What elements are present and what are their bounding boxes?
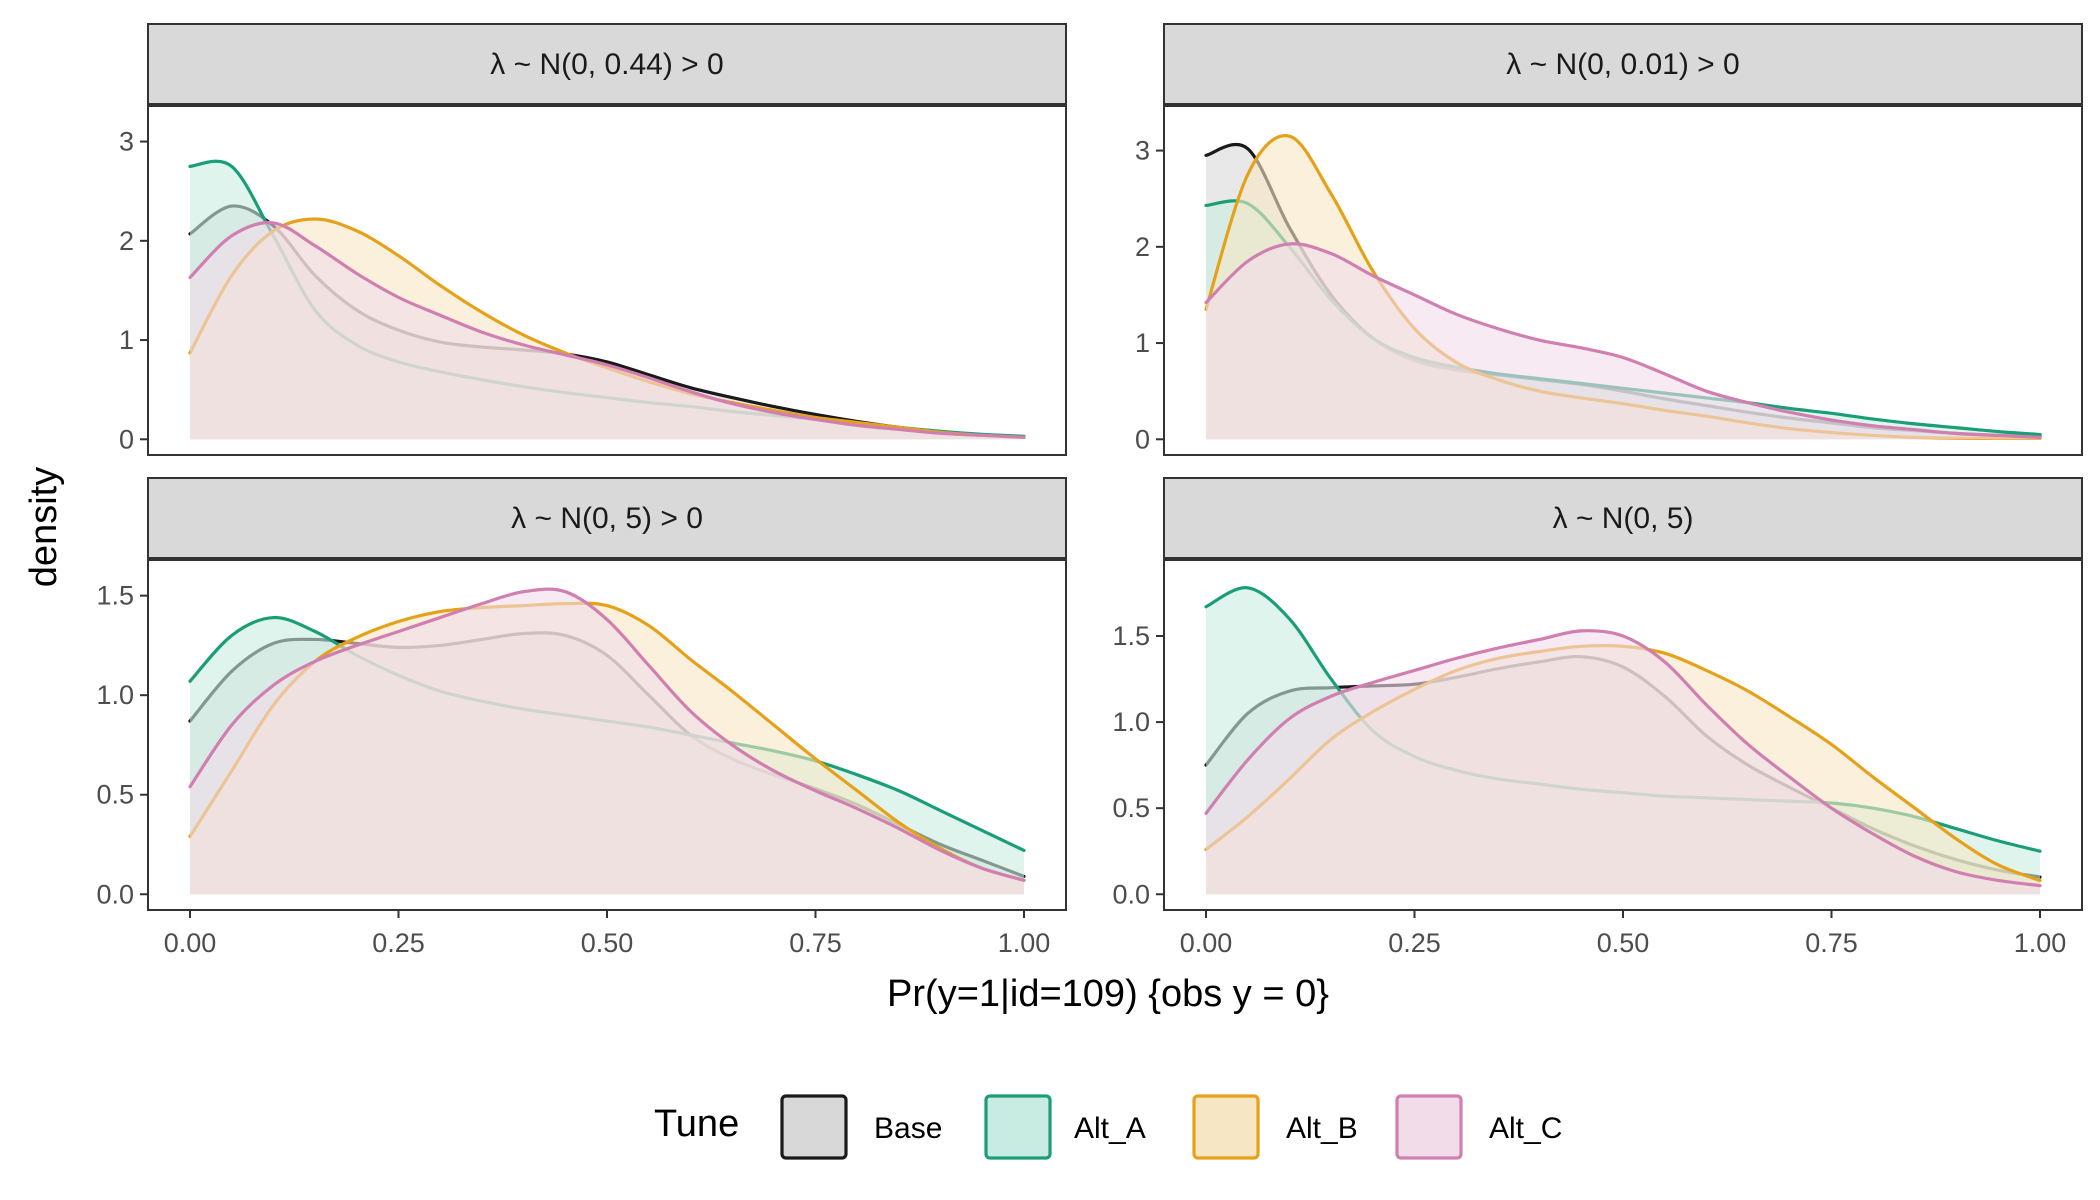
panel-border: [147, 105, 1067, 456]
x-tick-label: 0.75: [1805, 928, 1858, 958]
facet-strip-title: λ ~ N(0, 0.01) > 0: [1506, 48, 1739, 81]
density-line-alt-c: [188, 221, 1026, 439]
y-tick-label: 0: [119, 424, 134, 454]
density-line-alt-c: [188, 587, 1026, 882]
y-tick-label: 1.0: [1112, 707, 1150, 737]
y-tick-label: 1.5: [1112, 621, 1150, 651]
y-tick-label: 1.0: [96, 680, 134, 710]
legend-key-alt-b: [1192, 1094, 1260, 1160]
density-area-alt-c: [190, 222, 1024, 440]
facet-strip: [1163, 23, 2083, 105]
legend-key-alt-a: [984, 1094, 1052, 1160]
legend-label-base: Base: [874, 1112, 942, 1145]
x-tick-label: 0.00: [164, 928, 217, 958]
density-area-alt-c: [190, 589, 1024, 895]
legend-label-alt-a: Alt_A: [1074, 1112, 1146, 1145]
legend-item-alt-a: Alt_A: [984, 1094, 1146, 1160]
legend: Tune Base Alt_A Alt_B Alt_C: [654, 1094, 1562, 1160]
y-tick-label: 3: [1135, 136, 1150, 166]
legend-label-alt-b: Alt_B: [1286, 1112, 1358, 1145]
x-tick-label: 0.50: [1597, 928, 1650, 958]
y-tick-label: 3: [119, 127, 134, 157]
y-axis-title: density: [23, 467, 65, 587]
facet-strip-title: λ ~ N(0, 5): [1553, 502, 1694, 535]
y-tick-label: 0.0: [1112, 879, 1150, 909]
x-axis-title: Pr(y=1|id=109) {obs y = 0}: [887, 973, 1329, 1015]
facet-panel-4: λ ~ N(0, 5) 0.0 0.5 1.0 1.5 0.00 0.25 0.50 0.75 1…: [1112, 477, 2083, 958]
y-tick-label: 1.5: [96, 581, 134, 611]
legend-item-alt-b: Alt_B: [1192, 1094, 1358, 1160]
facet-strip-title: λ ~ N(0, 0.44) > 0: [490, 48, 723, 81]
y-tick-label: 2: [1135, 232, 1150, 262]
legend-label-alt-c: Alt_C: [1489, 1112, 1562, 1145]
panel-border: [1163, 105, 2083, 456]
density-line-alt-c: [1204, 242, 2042, 439]
x-tick-label: 0.25: [1388, 928, 1441, 958]
x-tick-label: 1.00: [2014, 928, 2067, 958]
density-area-alt-c: [1206, 243, 2040, 440]
y-tick-label: 1: [1135, 328, 1150, 358]
x-tick-label: 0.75: [789, 928, 842, 958]
y-tick-label: 0.0: [96, 879, 134, 909]
y-tick-label: 0.5: [96, 780, 134, 810]
density-line-alt-c: [1204, 629, 2042, 888]
y-tick-label: 2: [119, 226, 134, 256]
x-tick-label: 0.25: [372, 928, 425, 958]
y-tick-label: 1: [119, 325, 134, 355]
y-tick-label: 0.5: [1112, 793, 1150, 823]
facet-panel-2: λ ~ N(0, 0.01) > 0 0 1 2 3: [1135, 23, 2083, 456]
density-area-alt-c: [1206, 630, 2040, 895]
facet-panel-3: λ ~ N(0, 5) > 0 0.0 0.5 1.0 1.5 0.00 0.25 0.50 0…: [96, 477, 1067, 958]
facet-strip: [1163, 477, 2083, 559]
legend-item-alt-c: Alt_C: [1395, 1094, 1562, 1160]
legend-key-base: [780, 1094, 848, 1160]
y-tick-label: 0: [1135, 424, 1150, 454]
facet-panel-1: λ ~ N(0, 0.44) > 0 0 1 2 3: [119, 23, 1067, 456]
x-tick-label: 1.00: [998, 928, 1051, 958]
legend-title: Tune: [654, 1103, 739, 1145]
x-tick-label: 0.00: [1180, 928, 1233, 958]
legend-item-base: Base: [780, 1094, 942, 1160]
facet-strip: [147, 477, 1067, 559]
legend-key-alt-c: [1395, 1094, 1463, 1160]
facet-strip-title: λ ~ N(0, 5) > 0: [511, 502, 703, 535]
facet-strip: [147, 23, 1067, 105]
x-tick-label: 0.50: [581, 928, 634, 958]
